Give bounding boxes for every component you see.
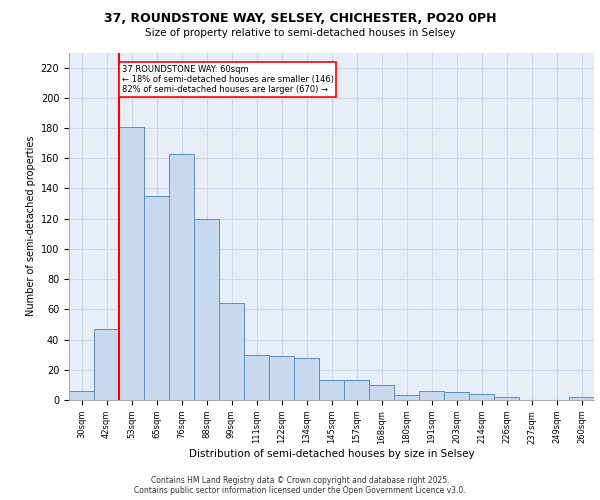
Bar xyxy=(319,380,344,400)
Bar xyxy=(219,304,244,400)
Bar xyxy=(344,380,369,400)
Bar xyxy=(494,397,519,400)
Bar xyxy=(419,391,444,400)
Bar xyxy=(294,358,319,400)
Bar xyxy=(394,396,419,400)
Bar xyxy=(144,196,169,400)
Bar xyxy=(269,356,294,400)
Bar xyxy=(69,391,94,400)
Text: Size of property relative to semi-detached houses in Selsey: Size of property relative to semi-detach… xyxy=(145,28,455,38)
Bar xyxy=(469,394,494,400)
Bar xyxy=(119,126,144,400)
Bar xyxy=(244,354,269,400)
Text: 37, ROUNDSTONE WAY, SELSEY, CHICHESTER, PO20 0PH: 37, ROUNDSTONE WAY, SELSEY, CHICHESTER, … xyxy=(104,12,496,26)
X-axis label: Distribution of semi-detached houses by size in Selsey: Distribution of semi-detached houses by … xyxy=(188,449,475,459)
Text: Contains HM Land Registry data © Crown copyright and database right 2025.
Contai: Contains HM Land Registry data © Crown c… xyxy=(134,476,466,495)
Bar xyxy=(369,385,394,400)
Text: 37 ROUNDSTONE WAY: 60sqm
← 18% of semi-detached houses are smaller (146)
82% of : 37 ROUNDSTONE WAY: 60sqm ← 18% of semi-d… xyxy=(121,64,334,94)
Bar xyxy=(94,329,119,400)
Y-axis label: Number of semi-detached properties: Number of semi-detached properties xyxy=(26,136,37,316)
Bar xyxy=(569,397,594,400)
Bar xyxy=(194,218,219,400)
Bar xyxy=(444,392,469,400)
Bar xyxy=(169,154,194,400)
